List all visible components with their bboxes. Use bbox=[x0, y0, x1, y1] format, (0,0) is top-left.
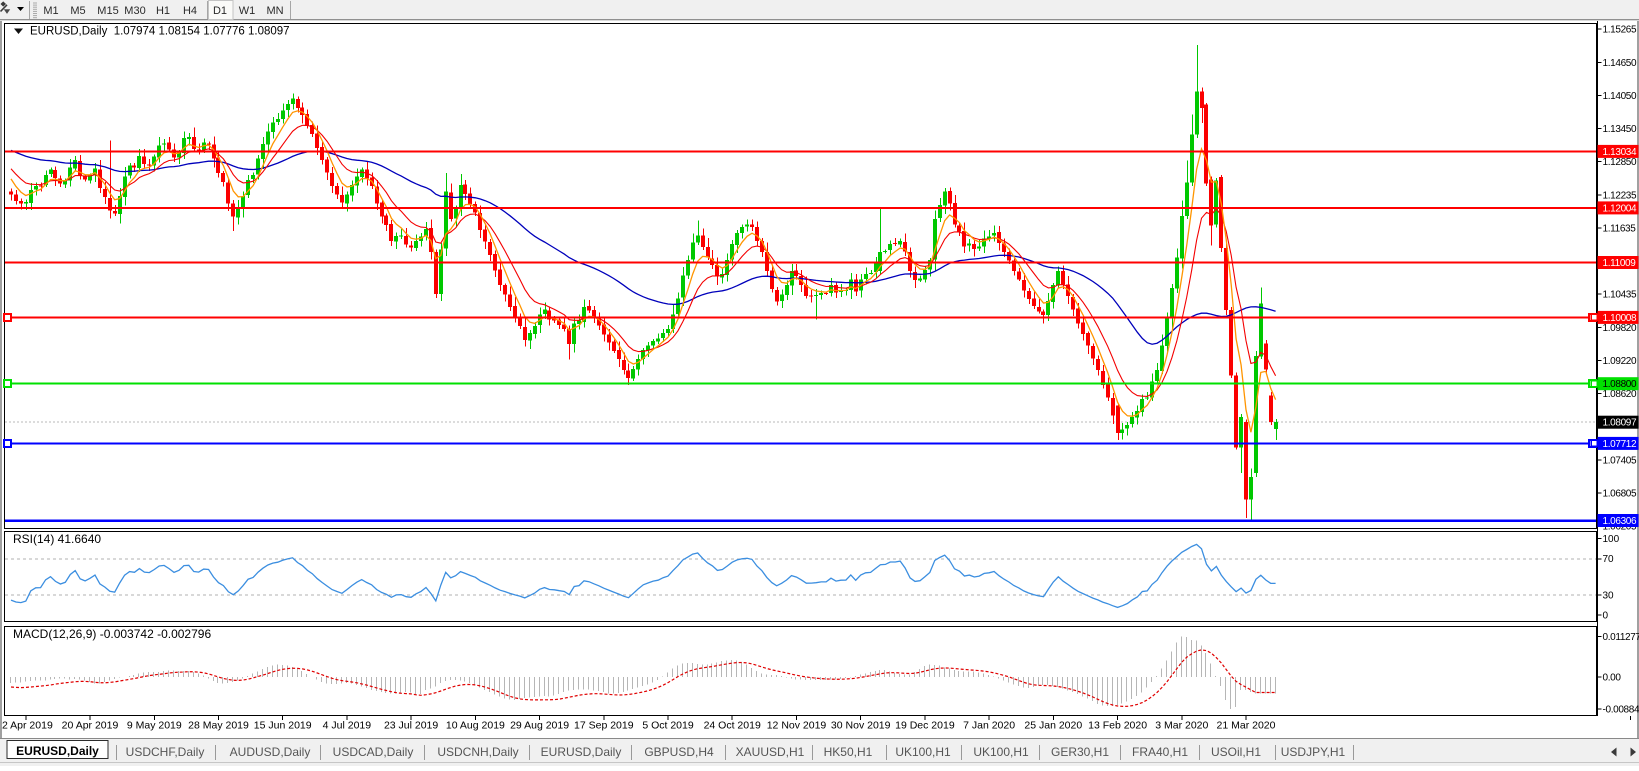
svg-text:1.08620: 1.08620 bbox=[1603, 389, 1637, 400]
svg-text:UK100,H1: UK100,H1 bbox=[895, 745, 951, 759]
svg-text:5 Oct 2019: 5 Oct 2019 bbox=[642, 720, 694, 732]
svg-text:29 Aug 2019: 29 Aug 2019 bbox=[510, 720, 569, 732]
svg-text:1.07712: 1.07712 bbox=[1603, 439, 1637, 450]
svg-text:1.10008: 1.10008 bbox=[1603, 313, 1637, 324]
svg-text:7 Jan 2020: 7 Jan 2020 bbox=[963, 720, 1015, 732]
svg-text:M30: M30 bbox=[124, 5, 145, 17]
svg-text:70: 70 bbox=[1603, 554, 1615, 565]
svg-text:1.10435: 1.10435 bbox=[1603, 290, 1637, 301]
svg-text:9 May 2019: 9 May 2019 bbox=[127, 720, 182, 732]
svg-text:USDCAD,Daily: USDCAD,Daily bbox=[333, 745, 414, 759]
svg-text:1.14050: 1.14050 bbox=[1603, 91, 1637, 102]
svg-text:HK50,H1: HK50,H1 bbox=[824, 745, 873, 759]
svg-text:30 Nov 2019: 30 Nov 2019 bbox=[831, 720, 891, 732]
svg-text:M5: M5 bbox=[70, 5, 85, 17]
svg-text:GER30,H1: GER30,H1 bbox=[1051, 745, 1109, 759]
svg-text:GBPUSD,H4: GBPUSD,H4 bbox=[644, 745, 714, 759]
svg-text:3 Mar 2020: 3 Mar 2020 bbox=[1155, 720, 1208, 732]
svg-text:MACD(12,26,9) -0.003742 -0.002: MACD(12,26,9) -0.003742 -0.002796 bbox=[13, 627, 211, 641]
svg-text:M15: M15 bbox=[97, 5, 118, 17]
svg-text:0.00: 0.00 bbox=[1603, 673, 1622, 684]
svg-text:USOil,H1: USOil,H1 bbox=[1211, 745, 1261, 759]
svg-text:UK100,H1: UK100,H1 bbox=[973, 745, 1029, 759]
svg-text:1.06306: 1.06306 bbox=[1603, 516, 1637, 527]
svg-text:H4: H4 bbox=[183, 5, 197, 17]
svg-text:1.12004: 1.12004 bbox=[1603, 203, 1637, 214]
svg-text:1.06805: 1.06805 bbox=[1603, 489, 1637, 500]
svg-text:1.11635: 1.11635 bbox=[1603, 224, 1637, 235]
svg-text:23 Jul 2019: 23 Jul 2019 bbox=[384, 720, 438, 732]
svg-text:H1: H1 bbox=[156, 5, 170, 17]
svg-text:M1: M1 bbox=[43, 5, 58, 17]
svg-text:-0.008845: -0.008845 bbox=[1603, 705, 1639, 716]
svg-text:1.11009: 1.11009 bbox=[1603, 258, 1637, 269]
svg-text:USDCHF,Daily: USDCHF,Daily bbox=[126, 745, 205, 759]
svg-text:1.13450: 1.13450 bbox=[1603, 124, 1637, 135]
svg-text:1.07405: 1.07405 bbox=[1603, 456, 1637, 467]
svg-text:USDCNH,Daily: USDCNH,Daily bbox=[437, 745, 518, 759]
svg-text:20 Apr 2019: 20 Apr 2019 bbox=[62, 720, 119, 732]
svg-text:28 May 2019: 28 May 2019 bbox=[188, 720, 249, 732]
svg-text:USDJPY,H1: USDJPY,H1 bbox=[1281, 745, 1346, 759]
svg-text:12 Nov 2019: 12 Nov 2019 bbox=[767, 720, 827, 732]
svg-text:W1: W1 bbox=[239, 5, 256, 17]
svg-text:25 Jan 2020: 25 Jan 2020 bbox=[1024, 720, 1082, 732]
svg-text:XAUUSD,H1: XAUUSD,H1 bbox=[736, 745, 805, 759]
svg-text:1.09220: 1.09220 bbox=[1603, 356, 1637, 367]
svg-text:MN: MN bbox=[266, 5, 283, 17]
svg-text:1.12850: 1.12850 bbox=[1603, 157, 1637, 168]
svg-text:4 Jul 2019: 4 Jul 2019 bbox=[323, 720, 372, 732]
svg-text:13 Feb 2020: 13 Feb 2020 bbox=[1088, 720, 1147, 732]
svg-text:21 Mar 2020: 21 Mar 2020 bbox=[1217, 720, 1276, 732]
svg-text:EURUSD,Daily: EURUSD,Daily bbox=[541, 745, 622, 759]
svg-text:1.08097: 1.08097 bbox=[1603, 418, 1637, 429]
svg-text:1.13034: 1.13034 bbox=[1603, 147, 1637, 158]
svg-text:2 Apr 2019: 2 Apr 2019 bbox=[2, 720, 53, 732]
svg-text:24 Oct 2019: 24 Oct 2019 bbox=[704, 720, 761, 732]
svg-text:15 Jun 2019: 15 Jun 2019 bbox=[254, 720, 312, 732]
svg-text:0.011277: 0.011277 bbox=[1603, 632, 1639, 643]
svg-text:AUDUSD,Daily: AUDUSD,Daily bbox=[230, 745, 311, 759]
svg-text:EURUSD,Daily: EURUSD,Daily bbox=[16, 744, 99, 758]
svg-text:0: 0 bbox=[1603, 611, 1609, 622]
svg-text:10 Aug 2019: 10 Aug 2019 bbox=[446, 720, 505, 732]
svg-text:100: 100 bbox=[1603, 534, 1620, 545]
svg-text:19 Dec 2019: 19 Dec 2019 bbox=[895, 720, 955, 732]
svg-text:FRA40,H1: FRA40,H1 bbox=[1132, 745, 1188, 759]
svg-text:17 Sep 2019: 17 Sep 2019 bbox=[574, 720, 634, 732]
svg-text:1.14650: 1.14650 bbox=[1603, 58, 1637, 69]
svg-text:1.09820: 1.09820 bbox=[1603, 323, 1637, 334]
svg-text:30: 30 bbox=[1603, 591, 1615, 602]
svg-text:RSI(14) 41.6640: RSI(14) 41.6640 bbox=[13, 532, 101, 546]
svg-text:1.15265: 1.15265 bbox=[1603, 25, 1637, 36]
svg-text:EURUSD,Daily 1.07974 1.08154: EURUSD,Daily 1.07974 1.08154 1.07776 1.0… bbox=[30, 26, 290, 38]
svg-text:1.08800: 1.08800 bbox=[1603, 379, 1637, 390]
svg-text:1.12235: 1.12235 bbox=[1603, 191, 1637, 202]
svg-text:D1: D1 bbox=[213, 5, 227, 17]
